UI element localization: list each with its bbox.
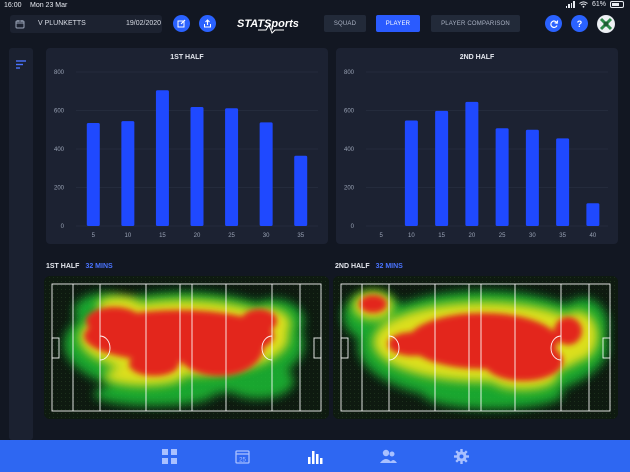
- first-half-x-tick-label: 15: [159, 233, 166, 239]
- tab-dashboard[interactable]: [160, 448, 178, 464]
- tab-calendar[interactable]: 25: [233, 448, 251, 464]
- second-half-bar[interactable]: [586, 203, 600, 226]
- first-half-x-tick-label: 10: [125, 233, 132, 239]
- first-half-chart-title: 1ST HALF: [170, 54, 204, 61]
- team-crest-icon: [598, 16, 614, 32]
- first-half-y-tick-label: 200: [54, 186, 65, 192]
- nav-squad-button[interactable]: SQUAD: [324, 15, 366, 32]
- second-half-bar[interactable]: [404, 120, 418, 226]
- second-half-bar[interactable]: [556, 138, 570, 226]
- second-half-heatmap-title: 2ND HALF: [335, 263, 370, 270]
- second-half-y-tick-label: 400: [344, 147, 355, 153]
- first-half-heatmap-title: 1ST HALF: [46, 263, 80, 270]
- second-half-y-tick-label: 800: [344, 70, 355, 76]
- tab-statistics[interactable]: [306, 448, 324, 464]
- first-half-minutes: 32 MINS: [85, 263, 113, 270]
- second-half-bar[interactable]: [465, 101, 479, 226]
- cellular-signal-icon: [565, 1, 575, 8]
- statsports-logo: STATSports: [237, 18, 299, 34]
- refresh-button[interactable]: [545, 15, 562, 32]
- first-half-x-tick-label: 30: [263, 233, 270, 239]
- wifi-icon: [579, 1, 588, 8]
- team-avatar[interactable]: [597, 15, 615, 33]
- second-half-chart-card: 2ND HALF 0 200 400 600 800 5 10 15 20 25 30 35 40: [336, 48, 618, 244]
- match-date: 19/02/2020: [126, 20, 162, 27]
- second-half-x-tick-label: 30: [529, 233, 536, 239]
- pitch-markings: [340, 283, 611, 412]
- first-half-y-tick-label: 600: [54, 109, 65, 115]
- match-name: V PLUNKETTS: [38, 20, 86, 27]
- settings-gear-icon: [453, 448, 469, 464]
- share-button[interactable]: [199, 15, 216, 32]
- first-half-y-tick-label: 400: [54, 147, 65, 153]
- second-half-bar[interactable]: [495, 128, 509, 226]
- status-right: 61%: [565, 1, 624, 8]
- first-half-x-tick-label: 5: [92, 233, 96, 239]
- tab-players[interactable]: [379, 448, 397, 464]
- first-half-y-tick-label: 0: [61, 224, 65, 230]
- bar-chart-icon: [308, 450, 323, 464]
- first-half-heatmap-label: 1ST HALF 32 MINS: [46, 263, 113, 270]
- second-half-x-tick-label: 5: [379, 233, 383, 239]
- edit-icon: [177, 19, 186, 28]
- first-half-bar[interactable]: [225, 108, 239, 226]
- status-time: 16:00: [4, 2, 22, 9]
- first-half-x-tick-label: 35: [297, 233, 304, 239]
- second-half-bar-chart: 0 200 400 600 800 5 10 15 20 25 30 35 40: [344, 70, 608, 239]
- second-half-heatmap-label: 2ND HALF 32 MINS: [335, 263, 403, 270]
- first-half-x-tick-label: 25: [228, 233, 235, 239]
- edit-button[interactable]: [173, 15, 190, 32]
- status-date: Mon 23 Mar: [30, 2, 68, 9]
- second-half-minutes: 32 MINS: [375, 263, 403, 270]
- battery-icon: [610, 1, 624, 8]
- first-half-bar[interactable]: [86, 123, 100, 226]
- battery-percent: 61%: [591, 1, 606, 8]
- status-bar: 16:00 Mon 23 Mar 61%: [0, 0, 630, 12]
- first-half-y-tick-label: 800: [54, 70, 65, 76]
- calendar-icon: 25: [234, 449, 250, 464]
- side-rail: [9, 48, 33, 440]
- calendar-day-text: 25: [239, 457, 246, 463]
- second-half-y-tick-label: 600: [344, 109, 355, 115]
- pitch-markings: [51, 283, 322, 412]
- second-half-x-tick-label: 35: [559, 233, 566, 239]
- bottom-tab-bar: 25: [0, 440, 630, 472]
- first-half-bar[interactable]: [155, 90, 169, 226]
- first-half-chart-card: 1ST HALF 0 200 400 600 800 5 10 15 20 25 30 35: [46, 48, 328, 244]
- nav-player-comparison-button[interactable]: PLAYER COMPARISON: [431, 15, 520, 32]
- first-half-bar[interactable]: [190, 107, 204, 226]
- second-half-bar[interactable]: [525, 129, 539, 226]
- match-selector[interactable]: V PLUNKETTS 19/02/2020: [10, 15, 162, 33]
- share-icon: [204, 19, 211, 28]
- first-half-bar-chart: 0 200 400 600 800 5 10 15 20 25 30 35: [54, 70, 318, 239]
- first-half-x-tick-label: 20: [194, 233, 201, 239]
- second-half-x-tick-label: 25: [499, 233, 506, 239]
- second-half-y-tick-label: 0: [351, 224, 355, 230]
- second-half-chart-title: 2ND HALF: [459, 54, 495, 61]
- first-half-heatmap-graphic: [44, 276, 329, 419]
- calendar-icon: [15, 20, 25, 29]
- second-half-heatmap: [333, 276, 618, 419]
- second-half-bar[interactable]: [435, 110, 449, 226]
- nav-player-button[interactable]: PLAYER: [376, 15, 420, 32]
- second-half-x-tick-label: 10: [408, 233, 415, 239]
- tab-settings[interactable]: [452, 448, 470, 464]
- second-half-x-tick-label: 15: [438, 233, 445, 239]
- first-half-bar[interactable]: [259, 122, 273, 226]
- refresh-icon: [549, 19, 558, 28]
- second-half-x-tick-label: 20: [469, 233, 476, 239]
- filter-icon[interactable]: [16, 60, 26, 69]
- second-half-x-tick-label: 40: [590, 233, 597, 239]
- dashboard-grid-icon: [161, 448, 177, 464]
- logo-text: STATSports: [237, 18, 299, 30]
- help-button[interactable]: ?: [571, 15, 588, 32]
- first-half-bar[interactable]: [121, 121, 135, 226]
- first-half-bar[interactable]: [294, 155, 308, 226]
- users-icon: [379, 449, 397, 463]
- first-half-heatmap: [44, 276, 329, 419]
- help-label: ?: [576, 18, 583, 29]
- app-header: V PLUNKETTS 19/02/2020 STATSports SQUAD …: [0, 12, 630, 36]
- second-half-heatmap-graphic: [333, 276, 618, 419]
- second-half-y-tick-label: 200: [344, 186, 355, 192]
